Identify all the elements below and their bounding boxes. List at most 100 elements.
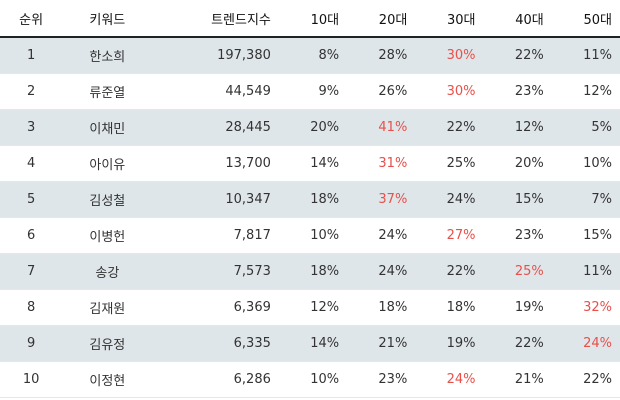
table-row: 9 김유정 6,335 14% 21% 19% 22% 24% [0, 325, 620, 362]
cell-trend-index: 10,347 [152, 181, 279, 218]
cell-age-40: 21% [483, 361, 552, 398]
cell-age-40: 22% [483, 325, 552, 362]
header-age-50: 50대 [551, 0, 620, 38]
cell-age-10: 9% [278, 73, 348, 110]
cell-trend-index: 6,286 [152, 361, 279, 398]
cell-age-30: 18% [415, 289, 484, 326]
table-row: 6 이병헌 7,817 10% 24% 27% 23% 15% [0, 217, 620, 254]
cell-age-30: 19% [415, 325, 484, 362]
cell-keyword: 김재원 [62, 289, 153, 326]
cell-keyword: 이채민 [62, 109, 153, 146]
cell-age-10: 18% [278, 181, 348, 218]
cell-trend-index: 6,335 [152, 325, 279, 362]
cell-age-10: 20% [278, 109, 348, 146]
header-age-30: 30대 [415, 0, 484, 38]
cell-age-10: 8% [278, 37, 348, 74]
cell-age-50: 15% [551, 217, 620, 254]
cell-age-10: 10% [278, 217, 348, 254]
header-trend-index: 트렌드지수 [152, 0, 279, 38]
header-age-20: 20대 [347, 0, 416, 38]
cell-trend-index: 13,700 [152, 145, 279, 182]
cell-age-30: 30% [415, 73, 484, 110]
cell-keyword: 이병헌 [62, 217, 153, 254]
cell-age-40: 23% [483, 73, 552, 110]
cell-age-30: 25% [415, 145, 484, 182]
header-age-40: 40대 [483, 0, 552, 38]
cell-age-40: 23% [483, 217, 552, 254]
cell-rank: 3 [0, 109, 63, 146]
cell-age-20: 28% [347, 37, 416, 74]
cell-age-50: 32% [551, 289, 620, 326]
cell-age-20: 23% [347, 361, 416, 398]
cell-age-50: 24% [551, 325, 620, 362]
cell-age-20: 18% [347, 289, 416, 326]
cell-trend-index: 6,369 [152, 289, 279, 326]
cell-age-40: 20% [483, 145, 552, 182]
cell-rank: 10 [0, 361, 63, 398]
table-row: 8 김재원 6,369 12% 18% 18% 19% 32% [0, 289, 620, 326]
table-header: 순위 키워드 트렌드지수 10대 20대 30대 40대 50대 [0, 0, 620, 38]
cell-age-40: 25% [483, 253, 552, 290]
cell-keyword: 김유정 [62, 325, 153, 362]
cell-keyword: 류준열 [62, 73, 153, 110]
cell-age-50: 5% [551, 109, 620, 146]
cell-rank: 4 [0, 145, 63, 182]
cell-age-30: 30% [415, 37, 484, 74]
cell-age-30: 24% [415, 181, 484, 218]
cell-age-50: 12% [551, 73, 620, 110]
cell-trend-index: 7,817 [152, 217, 279, 254]
header-age-10: 10대 [278, 0, 348, 38]
cell-trend-index: 197,380 [152, 37, 279, 74]
header-keyword: 키워드 [62, 0, 153, 38]
cell-trend-index: 28,445 [152, 109, 279, 146]
cell-age-40: 15% [483, 181, 552, 218]
cell-rank: 9 [0, 325, 63, 362]
cell-rank: 7 [0, 253, 63, 290]
table-row: 10 이정현 6,286 10% 23% 24% 21% 22% [0, 361, 620, 398]
cell-age-10: 12% [278, 289, 348, 326]
cell-age-10: 14% [278, 325, 348, 362]
cell-age-50: 22% [551, 361, 620, 398]
cell-age-50: 11% [551, 37, 620, 74]
cell-age-40: 22% [483, 37, 552, 74]
cell-age-10: 10% [278, 361, 348, 398]
cell-keyword: 이정현 [62, 361, 153, 398]
cell-age-10: 18% [278, 253, 348, 290]
cell-trend-index: 44,549 [152, 73, 279, 110]
cell-rank: 6 [0, 217, 63, 254]
table-row: 2 류준열 44,549 9% 26% 30% 23% 12% [0, 73, 620, 110]
cell-age-40: 19% [483, 289, 552, 326]
cell-age-30: 27% [415, 217, 484, 254]
table-row: 4 아이유 13,700 14% 31% 25% 20% 10% [0, 145, 620, 182]
cell-age-20: 26% [347, 73, 416, 110]
cell-age-50: 7% [551, 181, 620, 218]
cell-age-10: 14% [278, 145, 348, 182]
cell-rank: 1 [0, 37, 63, 74]
cell-age-50: 10% [551, 145, 620, 182]
cell-trend-index: 7,573 [152, 253, 279, 290]
cell-age-30: 24% [415, 361, 484, 398]
cell-keyword: 아이유 [62, 145, 153, 182]
cell-age-20: 31% [347, 145, 416, 182]
table-row: 3 이채민 28,445 20% 41% 22% 12% 5% [0, 109, 620, 146]
cell-age-40: 12% [483, 109, 552, 146]
cell-age-20: 24% [347, 253, 416, 290]
table-row: 5 김성철 10,347 18% 37% 24% 15% 7% [0, 181, 620, 218]
cell-age-20: 37% [347, 181, 416, 218]
table-row: 1 한소희 197,380 8% 28% 30% 22% 11% [0, 37, 620, 74]
cell-keyword: 한소희 [62, 37, 153, 74]
cell-age-50: 11% [551, 253, 620, 290]
cell-age-30: 22% [415, 109, 484, 146]
header-row: 순위 키워드 트렌드지수 10대 20대 30대 40대 50대 [0, 0, 620, 38]
cell-rank: 2 [0, 73, 63, 110]
table-body: 1 한소희 197,380 8% 28% 30% 22% 11% 2 류준열 44,549 9% 26%… [0, 37, 620, 398]
cell-age-30: 22% [415, 253, 484, 290]
header-rank: 순위 [0, 0, 63, 38]
cell-rank: 8 [0, 289, 63, 326]
cell-keyword: 김성철 [62, 181, 153, 218]
cell-age-20: 21% [347, 325, 416, 362]
cell-age-20: 24% [347, 217, 416, 254]
table-row: 7 송강 7,573 18% 24% 22% 25% 11% [0, 253, 620, 290]
cell-keyword: 송강 [62, 253, 153, 290]
